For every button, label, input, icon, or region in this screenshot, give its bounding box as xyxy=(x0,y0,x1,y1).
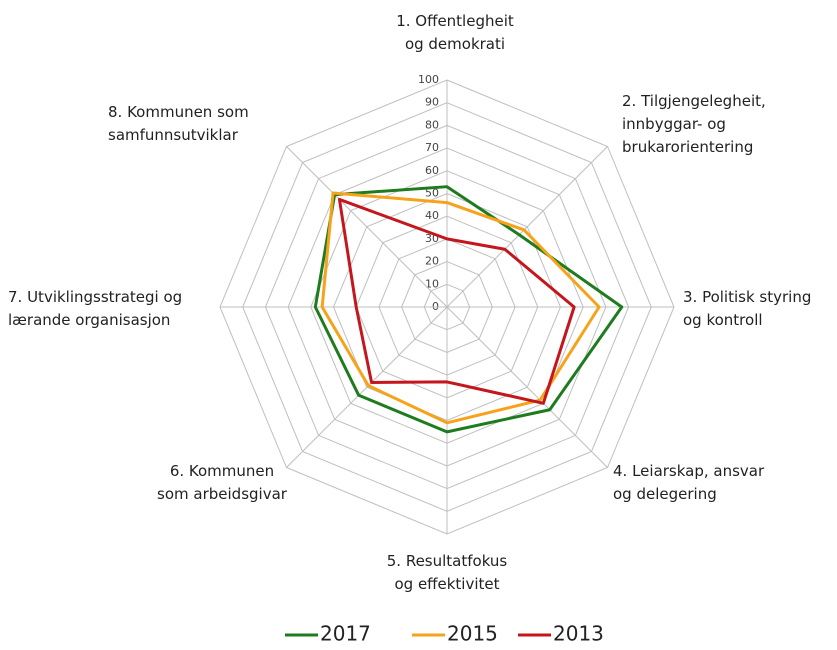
tick-label: 10 xyxy=(425,277,439,290)
axis-label: 6. Kommunen som arbeidsgivar xyxy=(157,462,287,503)
spoke xyxy=(286,146,448,308)
tick-label: 90 xyxy=(425,96,439,109)
legend-label: 2017 xyxy=(320,622,371,646)
series-line xyxy=(337,197,576,405)
tick-label: 80 xyxy=(425,118,439,131)
tick-label: 20 xyxy=(425,255,439,268)
axis-label: 3. Politisk styring og kontroll xyxy=(683,288,812,329)
axis-label: 8. Kommunen som samfunnsutviklar xyxy=(108,103,249,144)
tick-label: 60 xyxy=(425,164,439,177)
tick-label: 50 xyxy=(425,187,439,200)
tick-label: 100 xyxy=(418,73,439,86)
spoke xyxy=(446,306,608,468)
axis-label: 1. Offentlegheit og demokrati xyxy=(396,12,514,53)
spoke xyxy=(446,146,608,308)
legend-label: 2013 xyxy=(553,622,604,646)
legend-label: 2015 xyxy=(447,622,498,646)
tick-label: 40 xyxy=(425,209,439,222)
series-line xyxy=(320,191,601,425)
spoke xyxy=(286,306,448,468)
axis-label: 5. Resultatfokus og effektivitet xyxy=(386,552,508,593)
tick-label: 70 xyxy=(425,141,439,154)
axis-label: 4. Leiarskap, ansvar og delegering xyxy=(613,462,765,503)
axis-label: 7. Utviklingsstrategi og lærande organis… xyxy=(8,288,183,329)
axis-label: 2. Tilgjengelegheit, innbyggar- og bruka… xyxy=(622,92,766,156)
